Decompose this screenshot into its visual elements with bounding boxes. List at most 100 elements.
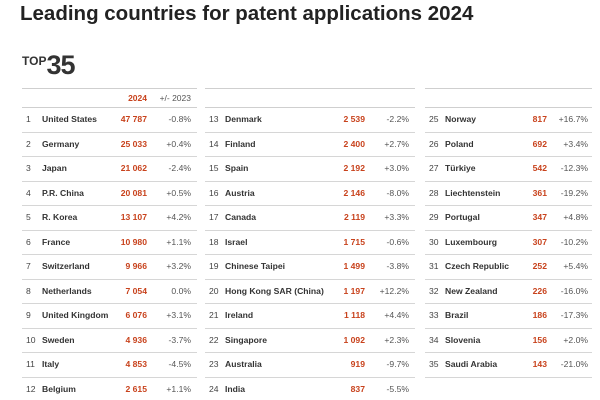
change-value: -0.6% xyxy=(386,236,409,247)
country-name: P.R. China xyxy=(42,187,84,198)
change-value: +3.4% xyxy=(563,138,588,149)
country-name: Hong Kong SAR (China) xyxy=(225,285,324,296)
rank-cell: 13 xyxy=(209,114,219,124)
country-name: Poland xyxy=(445,138,474,149)
applications-value: 347 xyxy=(532,212,547,222)
rank-cell: 7 xyxy=(26,261,31,271)
table-row: 3 Japan 21 062 -2.4% xyxy=(22,157,197,182)
table-row: 25 Norway 817 +16.7% xyxy=(425,108,592,133)
country-name: Israel xyxy=(225,236,248,247)
change-value: -21.0% xyxy=(560,359,588,369)
rank-cell: 11 xyxy=(26,359,35,369)
rank-cell: 32 xyxy=(429,285,439,296)
country-name: R. Korea xyxy=(42,212,78,222)
rank-cell: 16 xyxy=(209,187,219,198)
table-row: 6 France 10 980 +1.1% xyxy=(22,231,197,255)
table-row: 18 Israel 1 715 -0.6% xyxy=(205,231,415,255)
rank-cell: 4 xyxy=(26,187,31,198)
country-name: Slovenia xyxy=(445,334,481,345)
column-header xyxy=(425,88,592,108)
change-header: +/- 2023 xyxy=(159,93,191,103)
country-name: Italy xyxy=(42,359,60,369)
rank-cell: 1 xyxy=(26,114,31,124)
applications-value: 2 146 xyxy=(343,187,365,198)
country-name: Germany xyxy=(42,138,80,149)
country-name: Australia xyxy=(225,359,262,369)
change-value: +2.0% xyxy=(563,334,588,345)
rank-cell: 19 xyxy=(209,261,219,271)
applications-value: 143 xyxy=(532,359,547,369)
applications-value: 1 197 xyxy=(343,285,365,296)
table-row: 21 Ireland 1 118 +4.4% xyxy=(205,304,415,329)
applications-value: 2 539 xyxy=(343,114,365,124)
rank-cell: 18 xyxy=(209,236,219,247)
applications-value: 2 119 xyxy=(343,212,365,222)
change-value: +12.2% xyxy=(379,285,409,296)
applications-value: 156 xyxy=(532,334,547,345)
table-row: 22 Singapore 1 092 +2.3% xyxy=(205,329,415,353)
table-row: 30 Luxembourg 307 -10.2% xyxy=(425,231,592,255)
country-name: Portugal xyxy=(445,212,480,222)
table-row: 5 R. Korea 13 107 +4.2% xyxy=(22,206,197,231)
table-row: 1 United States 47 787 -0.8% xyxy=(22,108,197,133)
table-row: 13 Denmark 2 539 -2.2% xyxy=(205,108,415,133)
top-35-badge: TOP35 xyxy=(22,52,76,79)
rank-cell: 31 xyxy=(429,261,439,271)
applications-value: 9 966 xyxy=(125,261,147,271)
table-row: 4 P.R. China 20 081 +0.5% xyxy=(22,182,197,206)
change-value: -3.8% xyxy=(386,261,409,271)
applications-value: 837 xyxy=(350,383,365,394)
applications-value: 21 062 xyxy=(120,163,147,173)
rank-cell: 26 xyxy=(429,138,439,149)
rank-cell: 8 xyxy=(26,285,31,296)
change-value: -2.4% xyxy=(168,163,191,173)
change-value: +3.1% xyxy=(166,310,191,320)
country-name: Austria xyxy=(225,187,255,198)
rank-cell: 22 xyxy=(209,334,219,345)
change-value: -2.2% xyxy=(386,114,409,124)
change-value: +0.5% xyxy=(166,187,191,198)
table-row: 8 Netherlands 7 054 0.0% xyxy=(22,280,197,304)
change-value: -19.2% xyxy=(560,187,588,198)
ranking-column-2: 13 Denmark 2 539 -2.2% 14 Finland 2 400 +2.7% 15… xyxy=(205,88,415,400)
table-row: 19 Chinese Taipei 1 499 -3.8% xyxy=(205,255,415,280)
year-header: 2024 xyxy=(128,93,147,103)
change-value: +2.3% xyxy=(384,334,409,345)
applications-value: 13 107 xyxy=(120,212,147,222)
rank-cell: 28 xyxy=(429,187,439,198)
applications-value: 542 xyxy=(532,163,547,173)
change-value: -8.0% xyxy=(386,187,409,198)
table-row: 29 Portugal 347 +4.8% xyxy=(425,206,592,231)
table-row: 33 Brazil 186 -17.3% xyxy=(425,304,592,329)
applications-value: 817 xyxy=(532,114,547,124)
applications-value: 1 092 xyxy=(343,334,365,345)
applications-value: 361 xyxy=(532,187,547,198)
country-name: Finland xyxy=(225,138,256,149)
rank-cell: 9 xyxy=(26,310,31,320)
country-name: New Zealand xyxy=(445,285,498,296)
change-value: +3.0% xyxy=(384,163,409,173)
applications-value: 10 980 xyxy=(120,236,147,247)
rank-cell: 3 xyxy=(26,163,31,173)
rank-cell: 14 xyxy=(209,138,219,149)
table-row: 10 Sweden 4 936 -3.7% xyxy=(22,329,197,353)
rank-cell: 6 xyxy=(26,236,31,247)
country-name: Singapore xyxy=(225,334,268,345)
applications-value: 2 400 xyxy=(343,138,365,149)
ranking-column-3: 25 Norway 817 +16.7% 26 Poland 692 +3.4% 27 Türki… xyxy=(425,88,592,378)
applications-value: 186 xyxy=(532,310,547,320)
rank-cell: 17 xyxy=(209,212,219,222)
change-value: -4.5% xyxy=(168,359,191,369)
country-name: India xyxy=(225,383,246,394)
country-name: Czech Republic xyxy=(445,261,509,271)
change-value: +5.4% xyxy=(563,261,588,271)
change-value: +1.1% xyxy=(166,236,191,247)
change-value: 0.0% xyxy=(171,285,191,296)
applications-value: 252 xyxy=(532,261,547,271)
table-row: 32 New Zealand 226 -16.0% xyxy=(425,280,592,304)
applications-value: 4 853 xyxy=(125,359,147,369)
page-title: Leading countries for patent application… xyxy=(20,2,474,25)
table-row: 17 Canada 2 119 +3.3% xyxy=(205,206,415,231)
rank-cell: 12 xyxy=(26,383,36,394)
table-row: 31 Czech Republic 252 +5.4% xyxy=(425,255,592,280)
